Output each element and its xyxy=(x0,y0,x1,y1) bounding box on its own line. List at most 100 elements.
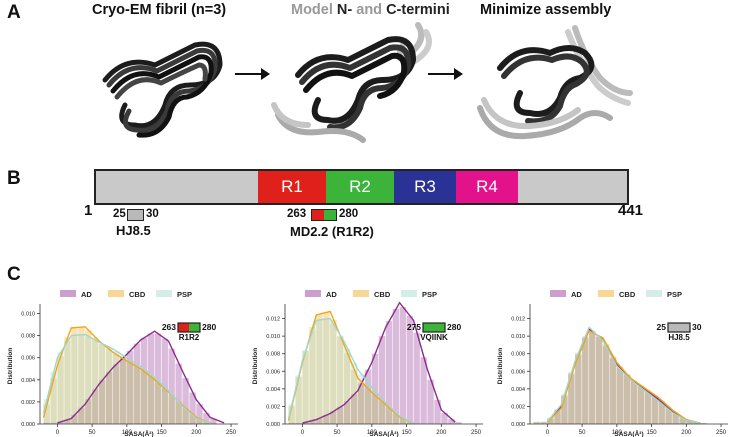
hist-bar-psp xyxy=(651,398,658,424)
stage1-title: Cryo-EM fibril (n=3) xyxy=(92,2,227,18)
hist-bar-ad xyxy=(133,343,141,424)
hist-bar-psp xyxy=(679,418,686,424)
hist-bar-ad xyxy=(330,411,337,424)
hist-bar-ad xyxy=(630,380,638,424)
x-tick-label: 200 xyxy=(191,430,202,436)
hist-bar-psp xyxy=(399,417,406,424)
y-tick-label: 0.004 xyxy=(511,387,525,393)
hist-bar-cbd xyxy=(344,353,351,424)
sasa-chart-vqiink: AD CBD PSP 0 50 100 150 200 250 0.000 0.002 0.004 0.… xyxy=(252,290,483,437)
hist-bar-psp xyxy=(637,387,645,424)
hist-bar-ad xyxy=(85,399,92,424)
hist-bar-psp xyxy=(182,409,189,424)
hist-bar-ad xyxy=(554,410,561,424)
hist-bar-ad xyxy=(112,364,120,424)
annotation-to: 30 xyxy=(692,322,702,332)
hist-bar-psp xyxy=(589,330,596,424)
hist-bar-ad xyxy=(43,422,50,424)
hist-bar-cbd xyxy=(210,422,217,424)
hist-bar-ad xyxy=(561,395,568,424)
hist-bar-psp xyxy=(700,423,707,424)
hist-bar-psp xyxy=(540,421,547,424)
legend-swatch-cbd xyxy=(108,290,124,297)
arrow-2 xyxy=(428,73,458,75)
hist-bar-psp xyxy=(420,423,427,424)
hist-bar-cbd xyxy=(399,418,406,424)
n-terminal-region xyxy=(96,171,258,203)
hist-bar-cbd xyxy=(582,339,589,424)
y-tick-label: 0.002 xyxy=(21,400,35,406)
hist-bar-psp xyxy=(378,398,386,424)
hist-bar-ad xyxy=(92,389,99,424)
x-tick-label: 250 xyxy=(716,430,727,436)
hist-bar-cbd xyxy=(147,377,155,424)
hist-bar-psp xyxy=(616,369,624,424)
kde-line-ad xyxy=(57,330,225,424)
hist-bar-cbd xyxy=(651,395,658,424)
annotation-box-gray xyxy=(668,323,690,332)
hist-bar-psp xyxy=(161,387,168,424)
hist-bar-psp xyxy=(140,369,148,424)
y-tick-label: 0.002 xyxy=(266,404,280,410)
hist-bar-psp xyxy=(533,421,540,424)
hist-bar-cbd xyxy=(364,388,372,424)
hist-bar-psp xyxy=(189,415,196,424)
legend-swatch-ad xyxy=(60,290,76,297)
arrow-1 xyxy=(235,73,265,75)
hist-bar-psp xyxy=(85,336,92,424)
annotation-to: 280 xyxy=(447,322,461,332)
hist-bar-psp xyxy=(623,376,631,424)
hist-bar-ad xyxy=(50,422,57,424)
hist-bar-ad xyxy=(672,413,679,424)
hist-bar-cbd xyxy=(575,355,582,424)
hist-bar-ad xyxy=(616,367,624,424)
hist-bar-ad xyxy=(637,386,645,424)
hist-bar-cbd xyxy=(385,407,393,424)
hist-bar-cbd xyxy=(448,423,455,424)
panel-c-label: C xyxy=(7,264,21,285)
hist-bar-cbd xyxy=(99,343,106,424)
y-tick-label: 0.006 xyxy=(21,356,35,362)
md22-to: 280 xyxy=(339,208,359,220)
hist-bar-ad xyxy=(371,353,379,424)
y-axis-label: Distribution xyxy=(252,348,259,384)
hist-bar-ad xyxy=(693,422,700,424)
hist-bar-cbd xyxy=(679,417,686,424)
hist-bar-psp xyxy=(602,346,610,424)
legend-label-ad: AD xyxy=(571,290,582,299)
hist-bar-psp xyxy=(323,318,330,424)
hist-bar-psp xyxy=(71,335,78,424)
md22-epitope-box xyxy=(311,209,337,221)
y-tick-label: 0.004 xyxy=(21,378,35,384)
legend-label-cbd: CBD xyxy=(374,290,391,299)
hist-bar-psp xyxy=(609,359,617,424)
y-tick-label: 0.008 xyxy=(511,352,525,358)
hist-bar-ad xyxy=(679,418,686,424)
repeat-r2: R2 xyxy=(326,171,394,203)
md22-name: MD2.2 (R1R2) xyxy=(290,224,374,239)
annotation-box-border xyxy=(177,322,201,333)
y-axis-label: Distribution xyxy=(497,348,504,384)
hist-bar-ad xyxy=(189,392,196,424)
hist-bar-psp xyxy=(175,402,182,424)
hist-bar-cbd xyxy=(330,319,337,424)
hist-bar-psp xyxy=(309,330,316,424)
c-terminal-region xyxy=(518,171,627,203)
hist-bar-ad xyxy=(413,332,420,424)
hist-bar-psp xyxy=(665,409,672,424)
y-tick-label: 0.000 xyxy=(511,422,525,428)
sasa-chart-r1r2: AD CBD PSP 0 50 100 150 200 250 0.000 0.002 0.004 0.… xyxy=(7,290,238,437)
hist-bar-psp xyxy=(50,371,57,424)
hist-bar-psp xyxy=(154,380,161,424)
hist-bar-ad xyxy=(323,414,330,424)
x-tick-label: 200 xyxy=(436,430,447,436)
panel-b-label: B xyxy=(7,168,21,189)
hist-bar-cbd xyxy=(295,376,302,424)
hist-bar-cbd xyxy=(357,381,365,424)
y-tick-label: 0.000 xyxy=(21,422,35,428)
legend-swatch-psp xyxy=(646,290,662,297)
hist-bar-cbd xyxy=(168,395,175,424)
y-tick-label: 0.002 xyxy=(511,404,525,410)
bar-start-label: 1 xyxy=(84,202,93,219)
y-tick-label: 0.008 xyxy=(21,334,35,340)
